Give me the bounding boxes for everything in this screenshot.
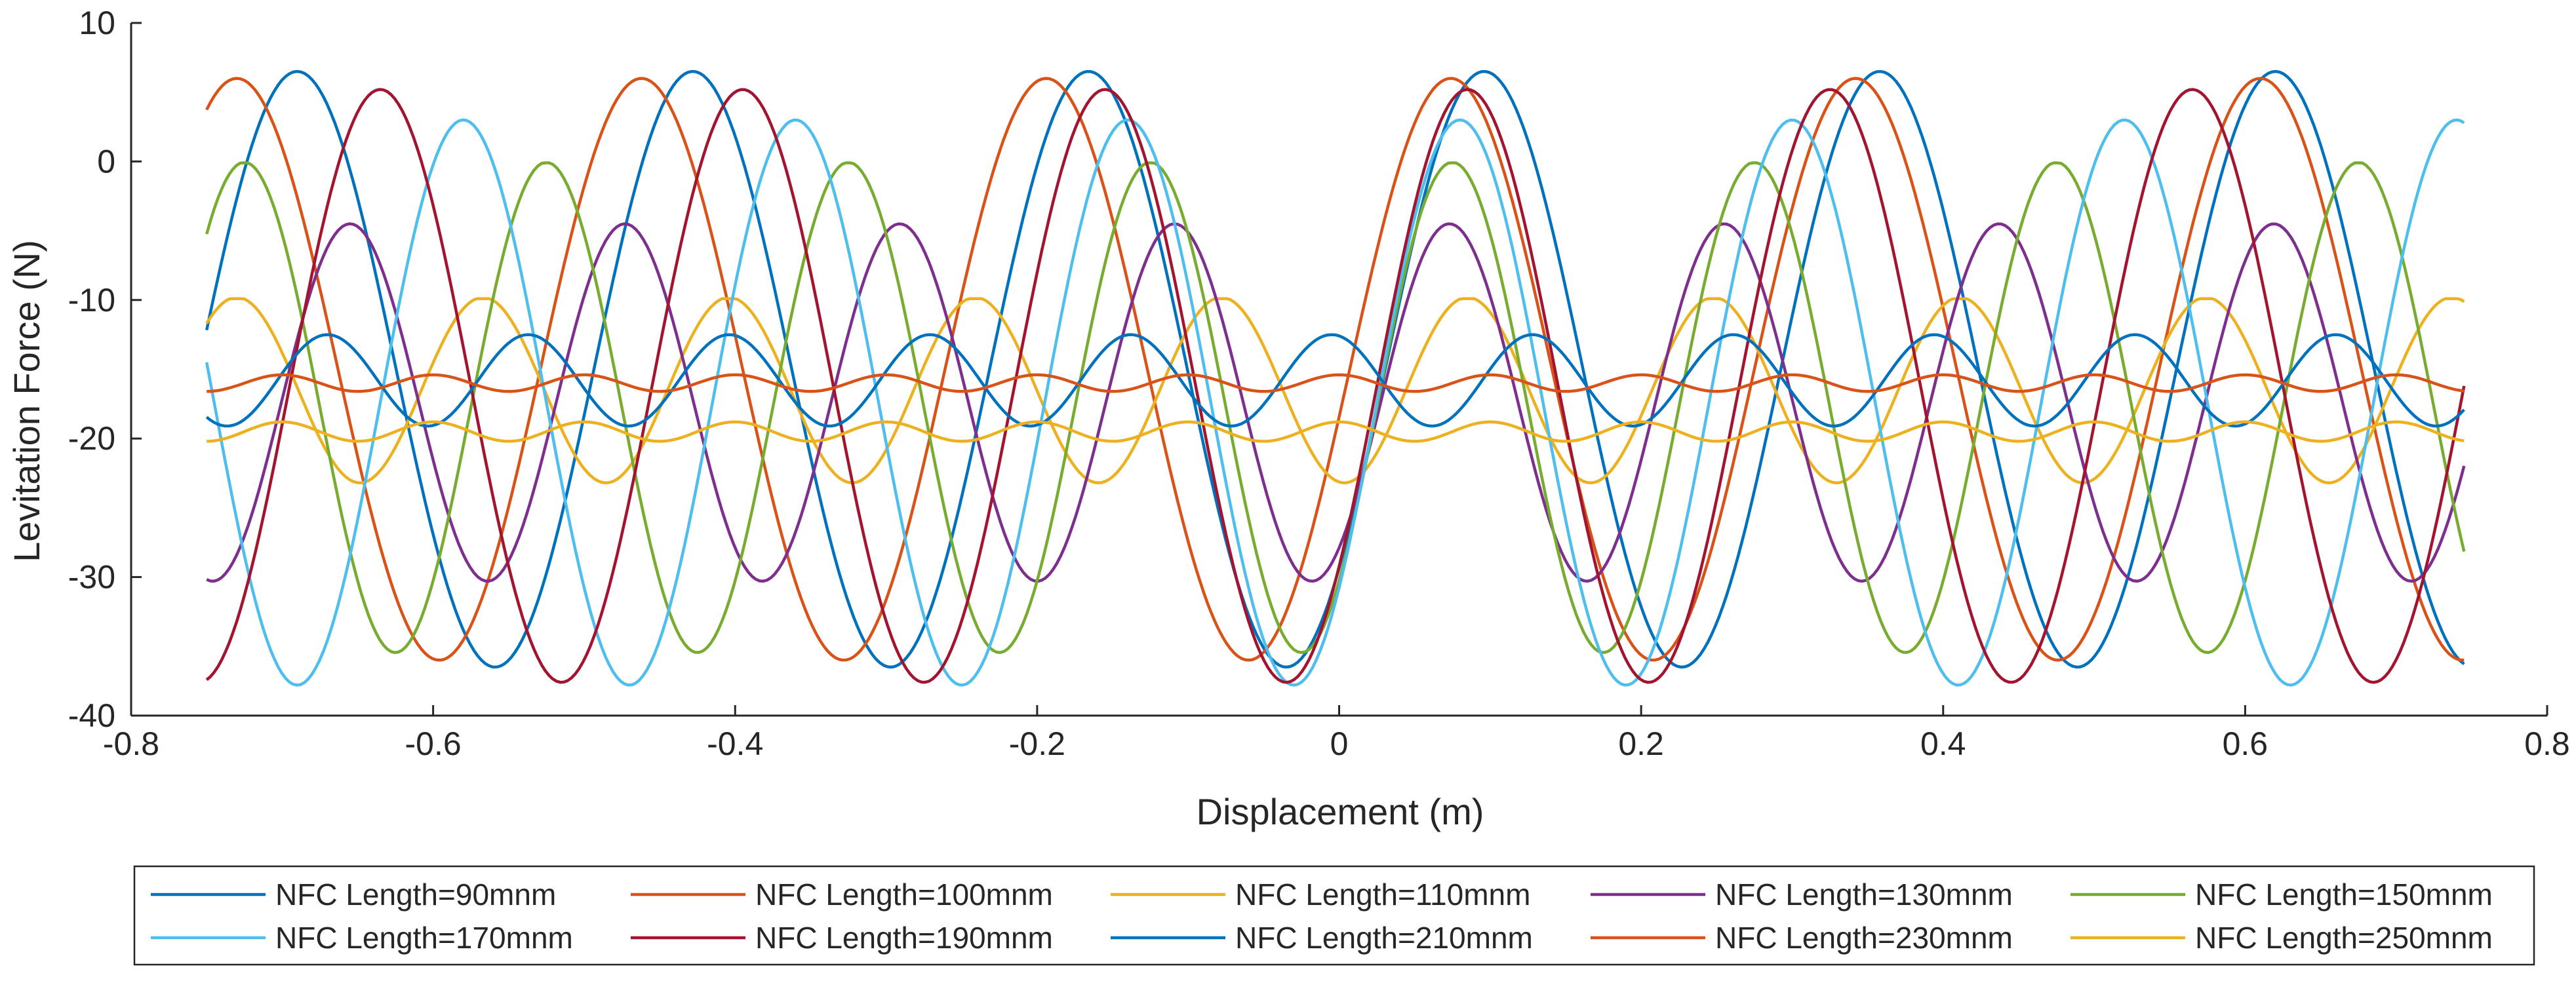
series-line-5 [205,161,2466,655]
x-tick-label: 0.4 [1920,725,1966,762]
series-line-9 [207,373,2465,393]
legend-label: NFC Length=210mnm [1235,921,1533,955]
x-tick-label: -0.2 [1009,725,1065,762]
series-line-10 [207,420,2465,443]
plot-area [205,69,2466,687]
x-tick-label: 0 [1330,725,1349,762]
legend-label: NFC Length=230mnm [1715,921,2013,955]
x-tick-label: -0.6 [405,725,462,762]
legend-label: NFC Length=100mnm [755,877,1053,912]
series-line-2 [205,77,2465,662]
legend-label: NFC Length=110mnm [1235,877,1530,912]
axes: -0.8 -0.6 -0.4 -0.2 0 0.2 0.4 0.6 0.8 -40 -30 -20 -1… [68,5,2570,762]
legend-label: NFC Length=90mnm [275,877,556,912]
y-tick-label: -30 [68,559,115,596]
x-tick-label: 0.8 [2524,725,2570,762]
x-tick-label: -0.8 [103,725,159,762]
y-tick-label: 0 [97,143,115,180]
y-axis-label: Levitation Force (N) [6,240,47,562]
legend-box [133,865,2535,966]
y-tick-label: -40 [68,697,115,734]
y-tick-label: -10 [68,282,115,318]
x-tick-label: -0.4 [707,725,763,762]
y-tick-label: 10 [79,5,115,41]
x-tick-label: 0.6 [2223,725,2269,762]
legend: NFC Length=90mnm NFC Length=100mnm NFC Len… [133,865,2535,966]
y-tick-label: -20 [68,420,115,457]
legend-label: NFC Length=170mnm [275,921,573,955]
legend-label: NFC Length=130mnm [1715,877,2013,912]
x-tick-label: 0.2 [1618,725,1664,762]
series-line-7 [205,88,2466,684]
legend-label: NFC Length=190mnm [755,921,1053,955]
legend-label: NFC Length=150mnm [2195,877,2493,912]
x-axis-label: Displacement (m) [1197,791,1484,832]
series-line-6 [205,118,2465,687]
series-line-4 [206,222,2466,583]
legend-label: NFC Length=250mnm [2195,921,2493,955]
